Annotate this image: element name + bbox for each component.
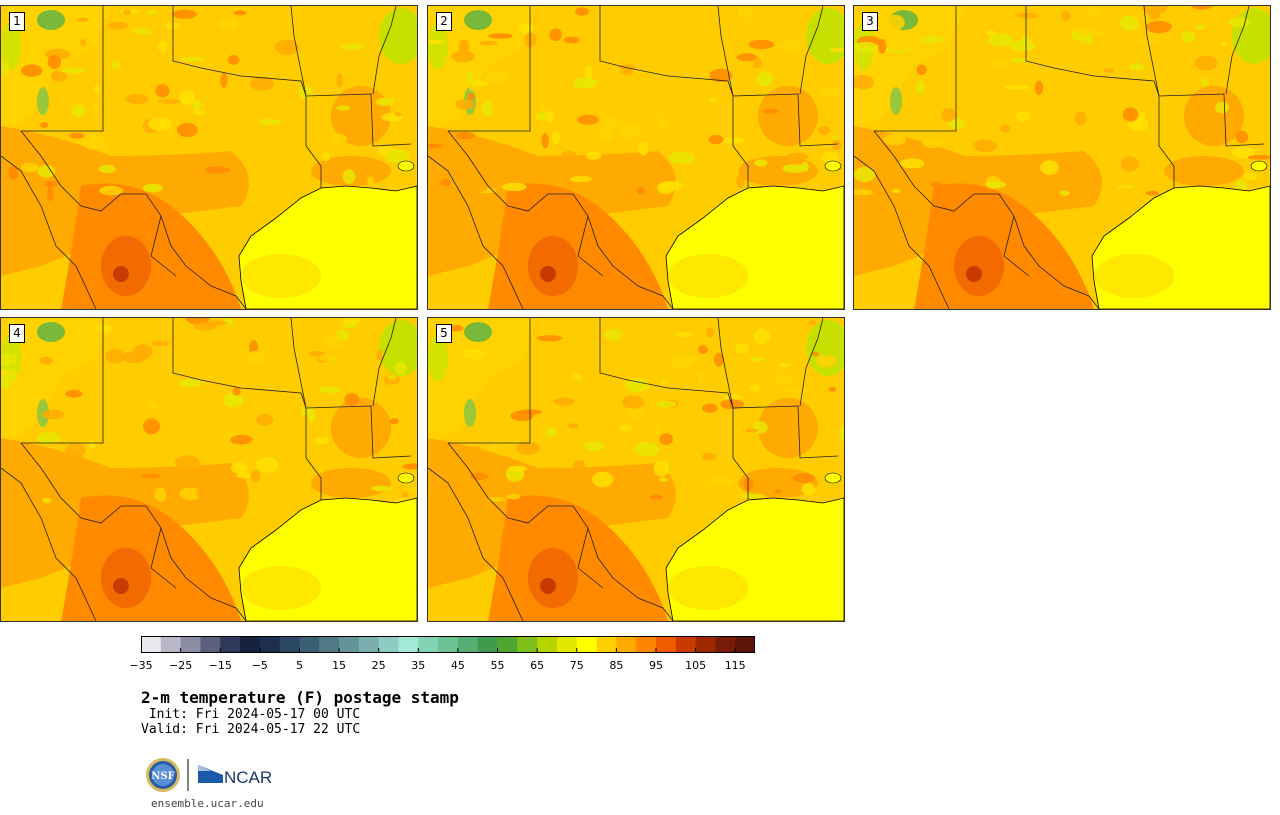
colorbar-tick-label: 95 [648, 659, 663, 672]
panel-number: 2 [436, 12, 452, 31]
temperature-map [1, 318, 417, 621]
colorbar-swatch [616, 636, 637, 653]
colorbar-swatch [715, 636, 736, 653]
colorbar-tick-label: 75 [569, 659, 584, 672]
colorbar-swatch [259, 636, 281, 653]
colorbar-swatch [220, 636, 241, 653]
colorbar-swatch [695, 636, 716, 653]
colorbar-swatch [339, 636, 360, 653]
colorbar-tick-label: −25 [169, 659, 193, 672]
colorbar-swatch [596, 636, 617, 653]
colorbar-swatch [398, 636, 419, 653]
figure-title: 2-m temperature (F) postage stamp [141, 688, 459, 707]
temperature-map [854, 6, 1270, 309]
valid-time: Valid: Fri 2024-05-17 22 UTC [141, 722, 361, 737]
colorbar-swatch [200, 636, 221, 653]
colorbar-swatch [180, 636, 201, 653]
colorbar-tick-label: 45 [450, 659, 465, 672]
ensemble-panel-5: 5 [427, 317, 845, 622]
colorbar-swatch [141, 636, 162, 653]
temperature-map [428, 318, 844, 621]
colorbar-swatch [319, 636, 340, 653]
temperature-map [428, 6, 844, 309]
colorbar-tick-label: 25 [371, 659, 386, 672]
ensemble-panel-1: 1 [0, 5, 418, 310]
ncar-logo-text: NCAR [224, 768, 272, 787]
ensemble-panel-4: 4 [0, 317, 418, 622]
ensemble-panel-2: 2 [427, 5, 845, 310]
temperature-map [1, 6, 417, 309]
colorbar-swatch [655, 636, 677, 653]
init-time: Init: Fri 2024-05-17 00 UTC [141, 707, 361, 722]
nsf-ncar-logo: NSF NCAR [145, 757, 275, 793]
colorbar-swatch [378, 636, 399, 653]
temperature-colorbar [141, 636, 755, 653]
nsf-logo-text: NSF [151, 771, 174, 782]
colorbar-swatch [537, 636, 558, 653]
panel-number: 3 [862, 12, 878, 31]
colorbar-tick-label: 115 [724, 659, 746, 672]
colorbar-tick-label: −35 [129, 659, 153, 672]
source-url: ensemble.ucar.edu [151, 797, 264, 810]
colorbar-swatch [576, 636, 598, 653]
colorbar-swatch [675, 636, 697, 653]
colorbar-swatch [517, 636, 538, 653]
colorbar-swatch [358, 636, 380, 653]
colorbar-swatch [279, 636, 300, 653]
colorbar-tick-label: 55 [490, 659, 505, 672]
colorbar-swatch [240, 636, 261, 653]
panel-number: 4 [9, 324, 25, 343]
colorbar-tick-label: 5 [295, 659, 303, 672]
colorbar-swatch [477, 636, 499, 653]
colorbar-swatch [556, 636, 578, 653]
colorbar-swatch [735, 636, 755, 653]
colorbar-tick-label: 15 [332, 659, 347, 672]
colorbar-swatch [299, 636, 320, 653]
ensemble-panel-3: 3 [853, 5, 1271, 310]
panel-number: 5 [436, 324, 452, 343]
colorbar-swatch [457, 636, 479, 653]
colorbar-swatch [438, 636, 459, 653]
colorbar-tick-label: −5 [251, 659, 268, 672]
colorbar-tick-label: 85 [609, 659, 624, 672]
panel-number: 1 [9, 12, 25, 31]
colorbar-tick-label: −15 [208, 659, 232, 672]
colorbar-swatch [160, 636, 182, 653]
colorbar-tick-label: 35 [411, 659, 426, 672]
colorbar-tick-label: 105 [685, 659, 707, 672]
colorbar-swatch [418, 636, 439, 653]
colorbar-swatch [636, 636, 657, 653]
colorbar-swatch [497, 636, 518, 653]
colorbar-tick-label: 65 [530, 659, 545, 672]
